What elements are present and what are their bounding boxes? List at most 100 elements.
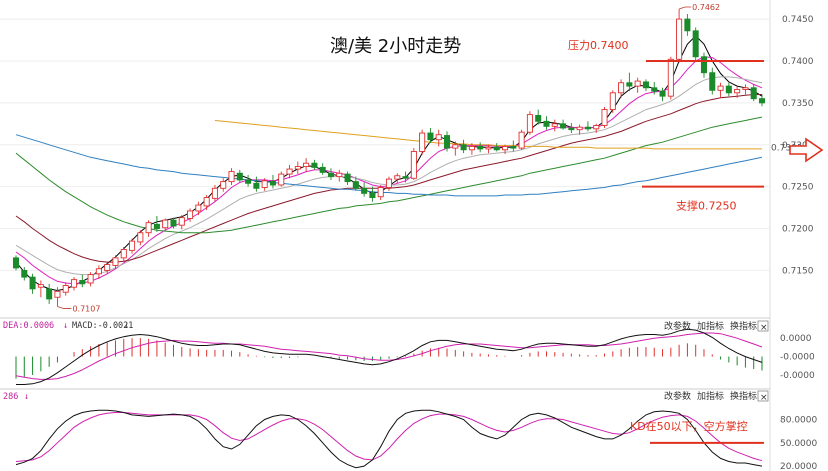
candle-body (700, 56, 707, 74)
candle-body (493, 146, 500, 151)
candle-body (692, 30, 699, 58)
candle-body (593, 125, 600, 130)
candle-body (303, 162, 310, 167)
candlestick (551, 119, 558, 132)
candle-body (12, 257, 20, 269)
candlestick (29, 273, 36, 294)
candlestick (37, 280, 44, 298)
right-arrow-icon (789, 137, 824, 163)
candlestick (95, 265, 102, 279)
candle-body (170, 219, 177, 227)
candle-body (742, 87, 749, 90)
candlestick (692, 27, 699, 61)
macd-y-tick-label: 0.0000 (780, 334, 812, 344)
macd-lines (15, 328, 763, 385)
macd-modify-params-button[interactable]: 改参数 (664, 320, 691, 332)
moving-average-line-6 (15, 134, 763, 197)
candle-body (584, 126, 591, 130)
candlestick (717, 82, 724, 98)
candle-body (37, 284, 44, 288)
kd-y-tick-label: 80.0000 (780, 416, 817, 426)
main-y-tick-label: 0.7150 (782, 266, 814, 276)
macd-close-button[interactable] (757, 320, 769, 332)
macd-histogram (15, 338, 763, 379)
candlestick (294, 161, 301, 175)
candle-body (21, 269, 28, 278)
candle-body (137, 232, 144, 243)
candle-body (526, 114, 533, 133)
candlestick (228, 168, 235, 185)
candle-body (477, 145, 484, 150)
macd-panel: DEA:0.0006 ↓ MACD:-0.0021 ↓ 改参数 加指标 换指标 … (0, 317, 815, 389)
candlestick (468, 143, 475, 155)
candlestick (87, 272, 94, 287)
candlestick (750, 84, 757, 102)
candle-body (651, 87, 658, 92)
candlestick (460, 139, 467, 154)
main-gridlines (0, 18, 770, 271)
candle-body (734, 89, 741, 94)
main-y-tick-label: 0.7250 (782, 183, 814, 193)
candlestick (162, 218, 169, 231)
candlestick (584, 121, 591, 132)
candlestick (576, 124, 583, 135)
candle-body (361, 187, 368, 194)
candle-body (46, 288, 53, 300)
candle-body (468, 145, 475, 151)
kd-modify-params-button[interactable]: 改参数 (664, 390, 691, 402)
candlestick (659, 87, 666, 102)
candlestick (427, 128, 434, 144)
kd-close-button[interactable] (757, 390, 769, 402)
kd-annotations: KD在50以下，空方掌控 (630, 419, 764, 444)
candlestick (394, 173, 401, 184)
candle-body (452, 144, 459, 149)
candlestick (236, 169, 243, 183)
candle-body (87, 274, 94, 284)
candle-body (460, 144, 467, 151)
candlestick (220, 178, 227, 192)
kd-annotation-label: KD在50以下，空方掌控 (630, 419, 748, 433)
candlestick (642, 79, 649, 92)
candle-body (642, 81, 649, 89)
candlestick (526, 111, 533, 135)
candle-body (535, 114, 542, 122)
candle-body (286, 168, 293, 175)
candle-body (717, 85, 724, 91)
candle-body (327, 172, 334, 178)
candle-body (427, 132, 434, 141)
candle-body (129, 240, 136, 251)
candle-body (261, 180, 268, 188)
candlestick (269, 174, 276, 189)
candlestick (203, 195, 210, 211)
candle-body (444, 135, 451, 149)
candlestick (410, 148, 417, 180)
candlestick (311, 159, 318, 170)
candle-body (336, 172, 343, 178)
candlestick (402, 171, 409, 183)
macd-add-indicator-button[interactable]: 加指标 (697, 320, 724, 332)
candlestick (12, 255, 20, 271)
candle-body (253, 182, 260, 189)
chart-title: 澳/美 2小时走势 (330, 36, 461, 57)
macd-line (16, 328, 763, 385)
kd-y-tick-label: 20.0000 (780, 462, 817, 471)
candlestick (153, 215, 160, 232)
candle-body (385, 178, 393, 188)
candlestick (361, 182, 368, 197)
main-y-tick-label: 0.7200 (782, 225, 814, 235)
candle-body (410, 151, 417, 179)
candle-body (112, 257, 119, 266)
candlestick (336, 169, 343, 182)
kd-add-indicator-button[interactable]: 加指标 (697, 390, 724, 402)
candle-body (394, 175, 401, 180)
candlestick (477, 142, 484, 153)
candlestick (352, 176, 359, 191)
macd-y-tick-label: -0.0000 (780, 371, 815, 381)
kd-switch-indicator-button[interactable]: 换指标 (730, 390, 757, 402)
candle-body (485, 146, 492, 150)
candle-body (626, 82, 633, 87)
candlestick (261, 178, 268, 191)
candlestick (21, 267, 28, 281)
candle-body (659, 90, 666, 97)
macd-switch-indicator-button[interactable]: 换指标 (730, 320, 757, 332)
